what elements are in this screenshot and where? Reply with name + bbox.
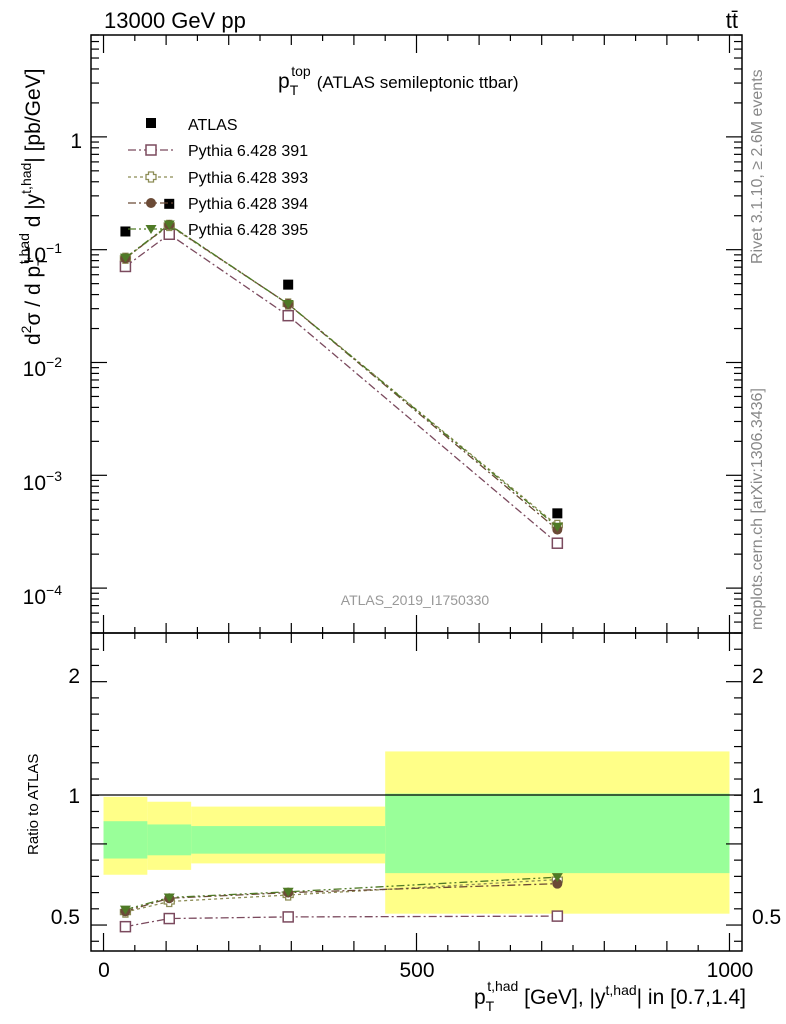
main-line-series-1 <box>125 224 558 526</box>
atlas-data-point-0 <box>120 226 131 237</box>
main-series-group <box>119 198 564 549</box>
atlas-data-point-1 <box>164 198 175 209</box>
main-y-axis-label: d2σ / d pTt,had d |yt,had| [pb/GeV] <box>16 69 50 345</box>
main-point-series-3-1 <box>163 220 175 230</box>
atlas-data-point-3 <box>552 508 563 519</box>
ratio-point-series-0-0 <box>119 920 132 933</box>
y-tick-label-1e-3: 10−3 <box>23 468 63 495</box>
ratio-point-series-3-3 <box>551 873 563 883</box>
x-tick-labels: 0 500 1000 <box>98 959 753 982</box>
main-point-series-3-3 <box>551 522 563 532</box>
atlas-data-point-2 <box>283 279 294 290</box>
legend-label-394: Pythia 6.428 394 <box>188 196 308 213</box>
plot-title: pTtop(ATLAS semileptonic ttbar) <box>278 63 519 98</box>
legend: ATLAS Pythia 6.428 391 Pythia 6.428 393 … <box>128 117 308 239</box>
rivet-label: Rivet 3.1.10, ≥ 2.6M events <box>749 69 766 264</box>
main-point-series-3-2 <box>282 299 294 309</box>
y-tick-label-1e-1: 10−1 <box>23 240 63 267</box>
ratio-tick-label-2-right: 2 <box>752 665 764 688</box>
ratio-tick-label-2-left: 2 <box>68 665 80 688</box>
legend-label-atlas: ATLAS <box>188 117 238 134</box>
header-process: tt̄ <box>726 8 738 33</box>
x-tick-label-500: 500 <box>399 959 434 982</box>
x-ticks <box>102 35 731 951</box>
ratio-point-series-3-1 <box>163 893 175 903</box>
main-point-series-0-3 <box>551 537 564 549</box>
legend-entry-atlas: ATLAS <box>146 117 238 134</box>
main-y-ticks <box>91 34 742 634</box>
legend-marker-391 <box>145 144 157 156</box>
y-tick-label-1: 1 <box>70 130 82 153</box>
ratio-band-stat-2 <box>191 826 386 854</box>
ratio-line-series-2 <box>125 883 558 912</box>
ratio-y-axis-label: Ratio to ATLAS <box>25 754 42 855</box>
legend-label-395: Pythia 6.428 395 <box>188 222 308 239</box>
main-line-series-2 <box>125 224 558 531</box>
x-tick-label-1000: 1000 <box>707 959 754 982</box>
legend-marker-393 <box>145 171 157 183</box>
ratio-series-group <box>119 873 564 933</box>
ratio-uncertainty-bands <box>103 751 730 914</box>
ratio-point-series-0-3 <box>551 910 564 922</box>
main-line-series-0 <box>125 233 558 544</box>
x-axis-label: pTt,had [GeV], |yt,had| in [0.7,1.4] <box>474 978 746 1014</box>
y-tick-label-1e-4: 10−4 <box>23 582 63 609</box>
legend-label-391: Pythia 6.428 391 <box>188 143 308 160</box>
ratio-point-series-3-0 <box>119 905 131 915</box>
main-line-series-3 <box>125 223 558 528</box>
header-energy: 13000 GeV pp <box>104 8 246 33</box>
ratio-point-series-3-2 <box>282 887 294 897</box>
ratio-tick-label-05-right: 0.5 <box>752 906 781 929</box>
ratio-tick-label-1-left: 1 <box>68 785 80 808</box>
ratio-y-tick-labels: 2 1 0.5 2 1 0.5 <box>51 665 781 929</box>
legend-marker-atlas <box>146 118 156 128</box>
legend-label-393: Pythia 6.428 393 <box>188 170 308 187</box>
ratio-tick-label-1-right: 1 <box>752 785 764 808</box>
main-point-series-3-0 <box>119 253 131 263</box>
main-point-series-0-2 <box>282 309 294 322</box>
main-y-tick-labels: 1 10−1 10−2 10−3 10−4 <box>23 130 82 609</box>
legend-entry-393: Pythia 6.428 393 <box>128 170 308 187</box>
legend-entry-395: Pythia 6.428 395 <box>128 222 308 239</box>
legend-marker-395 <box>145 225 157 234</box>
ratio-line-series-1 <box>125 878 558 913</box>
x-tick-label-0: 0 <box>98 959 110 982</box>
ratio-y-ticks <box>91 648 742 942</box>
ratio-point-series-2-3 <box>552 878 563 889</box>
mcplots-label: mcplots.cern.ch [arXiv:1306.3436] <box>749 388 766 630</box>
ratio-line-series-3 <box>125 876 558 911</box>
ratio-band-stat-3 <box>385 793 730 874</box>
y-tick-label-1e-2: 10−2 <box>23 354 63 381</box>
ratio-band-stat-0 <box>103 821 148 859</box>
analysis-label: ATLAS_2019_I1750330 <box>341 592 490 608</box>
legend-entry-391: Pythia 6.428 391 <box>128 143 308 160</box>
ratio-point-series-0-1 <box>163 912 175 925</box>
ratio-tick-label-05-left: 0.5 <box>51 906 80 929</box>
ratio-band-stat-1 <box>147 824 192 856</box>
ratio-line-series-0 <box>125 915 558 928</box>
ratio-point-series-0-2 <box>282 911 294 923</box>
legend-marker-394 <box>146 198 156 208</box>
legend-entry-394: Pythia 6.428 394 <box>128 196 308 213</box>
